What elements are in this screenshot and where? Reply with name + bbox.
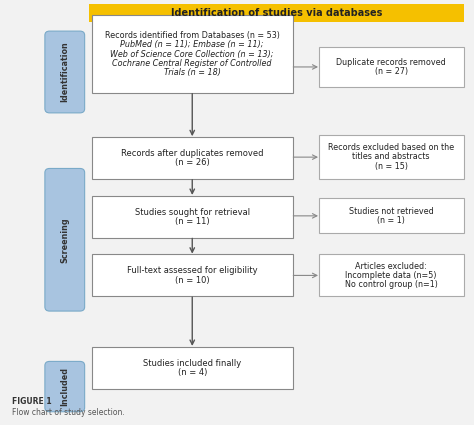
Text: Duplicate records removed: Duplicate records removed (336, 58, 446, 67)
Text: Articles excluded:: Articles excluded: (355, 262, 427, 271)
Text: PubMed (n = 11); Embase (n = 11);: PubMed (n = 11); Embase (n = 11); (120, 40, 264, 49)
FancyBboxPatch shape (319, 198, 464, 233)
FancyBboxPatch shape (91, 347, 293, 389)
Text: Web of Science Core Collection (n = 13);: Web of Science Core Collection (n = 13); (110, 50, 274, 59)
Text: titles and abstracts: titles and abstracts (352, 153, 430, 162)
Text: (n = 1): (n = 1) (377, 216, 405, 225)
Text: Trials (n = 18): Trials (n = 18) (164, 68, 221, 77)
Text: (n = 10): (n = 10) (175, 275, 210, 284)
Text: (n = 15): (n = 15) (374, 162, 408, 171)
Text: (n = 4): (n = 4) (178, 368, 207, 377)
FancyBboxPatch shape (45, 31, 85, 113)
FancyBboxPatch shape (319, 255, 464, 296)
FancyBboxPatch shape (319, 47, 464, 87)
FancyBboxPatch shape (319, 135, 464, 179)
Text: Identification: Identification (60, 42, 69, 102)
FancyBboxPatch shape (45, 361, 85, 412)
Text: Studies sought for retrieval: Studies sought for retrieval (135, 207, 250, 217)
Text: Records excluded based on the: Records excluded based on the (328, 143, 454, 152)
Text: Screening: Screening (60, 217, 69, 263)
FancyBboxPatch shape (91, 196, 293, 238)
Text: No control group (n=1): No control group (n=1) (345, 280, 438, 289)
Text: Studies not retrieved: Studies not retrieved (349, 207, 433, 215)
Text: (n = 26): (n = 26) (175, 158, 210, 167)
Text: Full-text assessed for eligibility: Full-text assessed for eligibility (127, 266, 257, 275)
FancyBboxPatch shape (89, 4, 464, 22)
Text: Incomplete data (n=5): Incomplete data (n=5) (346, 271, 437, 280)
FancyBboxPatch shape (91, 255, 293, 296)
Text: Flow chart of study selection.: Flow chart of study selection. (12, 408, 125, 417)
FancyBboxPatch shape (91, 15, 293, 93)
Text: Records identified from Databases (n = 53): Records identified from Databases (n = 5… (105, 31, 280, 40)
Text: Included: Included (60, 367, 69, 406)
Text: Identification of studies via databases: Identification of studies via databases (171, 8, 382, 18)
Text: FIGURE 1: FIGURE 1 (12, 397, 52, 406)
Text: Cochrane Central Register of Controlled: Cochrane Central Register of Controlled (112, 59, 272, 68)
FancyBboxPatch shape (45, 168, 85, 311)
Text: (n = 27): (n = 27) (374, 67, 408, 76)
Text: Records after duplicates removed: Records after duplicates removed (121, 149, 264, 158)
FancyBboxPatch shape (91, 137, 293, 179)
Text: (n = 11): (n = 11) (175, 217, 210, 226)
Text: Studies included finally: Studies included finally (143, 359, 241, 368)
